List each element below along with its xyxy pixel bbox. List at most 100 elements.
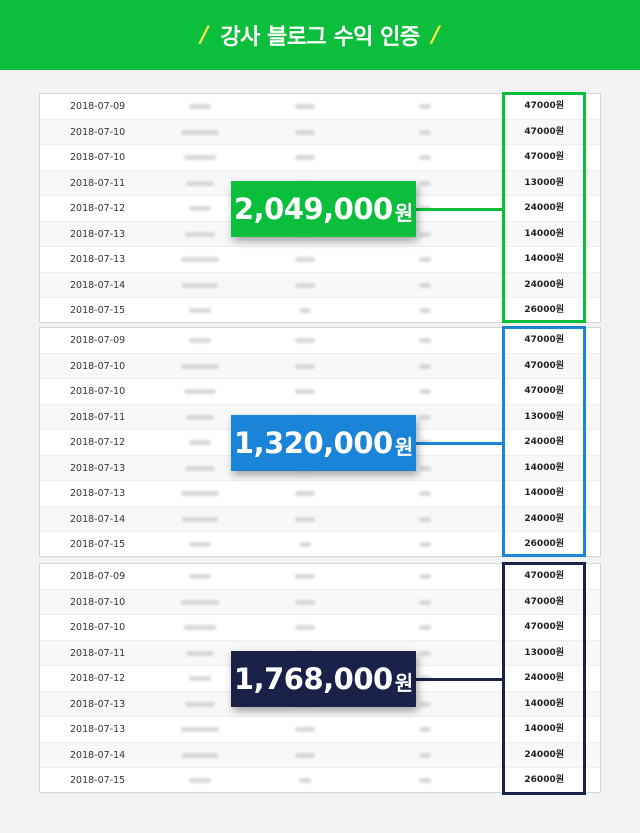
row-amount: 24000원: [524, 279, 564, 290]
row-date: 2018-07-10: [70, 152, 126, 163]
redacted-cell: [189, 338, 211, 343]
row-date: 2018-07-10: [70, 622, 126, 633]
row-date: 2018-07-10: [70, 360, 126, 372]
redacted-cell: [295, 363, 315, 369]
row-date: 2018-07-10: [70, 386, 126, 397]
redacted-cell: [419, 491, 431, 496]
total-amount: 1,768,000: [233, 662, 393, 696]
row-amount: 26000원: [524, 539, 564, 549]
total-badge: 1,320,000 원: [231, 415, 416, 471]
row-amount: 47000원: [524, 335, 564, 345]
redacted-cell: [295, 752, 315, 758]
row-date: 2018-07-15: [70, 305, 126, 316]
total-unit: 원: [394, 200, 414, 225]
redacted-cell: [295, 282, 315, 288]
redacted-cell: [419, 308, 431, 313]
redacted-cell: [295, 516, 315, 522]
redacted-cell: [189, 104, 211, 109]
redacted-cell: [189, 308, 211, 313]
redacted-cell: [299, 778, 311, 783]
redacted-cell: [295, 155, 315, 160]
row-date: 2018-07-10: [70, 126, 126, 138]
table-row: 2018-07-09 47000원: [40, 328, 600, 354]
row-amount: 47000원: [524, 152, 564, 162]
redacted-cell: [419, 574, 431, 579]
page-title: 강사 블로그 수익 인증: [220, 25, 420, 50]
redacted-cell: [419, 778, 431, 783]
row-amount: 24000원: [524, 673, 564, 683]
row-date: 2018-07-13: [70, 698, 126, 710]
redacted-cell: [181, 491, 219, 496]
row-amount: 24000원: [524, 437, 564, 447]
redacted-cell: [419, 231, 431, 237]
redacted-cell: [419, 599, 431, 605]
table-row: 2018-07-10 47000원: [40, 589, 600, 615]
total-amount: 2,049,000: [233, 192, 393, 226]
table-row: 2018-07-09 47000원: [40, 94, 600, 120]
row-date: 2018-07-12: [70, 437, 126, 448]
redacted-cell: [181, 727, 219, 732]
table-row: 2018-07-15 26000원: [40, 532, 600, 558]
row-date: 2018-07-13: [70, 724, 126, 735]
total-unit: 원: [394, 434, 414, 459]
row-amount: 14000원: [524, 254, 564, 264]
row-date: 2018-07-10: [70, 596, 126, 608]
redacted-cell: [185, 701, 215, 707]
redacted-cell: [186, 650, 214, 656]
redacted-cell: [186, 180, 214, 186]
amount-highlight-box: [502, 562, 586, 795]
table-row: 2018-07-15 26000원: [40, 768, 600, 794]
redacted-cell: [295, 338, 315, 343]
redacted-cell: [419, 338, 431, 343]
redacted-cell: [295, 599, 315, 605]
redacted-cell: [181, 599, 219, 605]
amount-highlight-box: [502, 326, 586, 557]
row-amount: 13000원: [524, 177, 564, 188]
table-row: 2018-07-15 26000원: [40, 298, 600, 324]
redacted-cell: [419, 282, 431, 288]
row-date: 2018-07-09: [70, 571, 126, 582]
row-amount: 26000원: [524, 305, 564, 315]
redacted-cell: [419, 516, 431, 522]
row-date: 2018-07-11: [70, 177, 126, 189]
row-amount: 47000원: [524, 571, 564, 581]
table-row: 2018-07-13 14000원: [40, 247, 600, 273]
row-amount: 47000원: [524, 622, 564, 632]
redacted-cell: [299, 542, 311, 547]
redacted-cell: [419, 129, 431, 135]
row-date: 2018-07-12: [70, 673, 126, 684]
row-date: 2018-07-13: [70, 488, 126, 499]
row-date: 2018-07-13: [70, 462, 126, 474]
table-row: 2018-07-14 24000원: [40, 742, 600, 768]
table-row: 2018-07-10 47000원: [40, 379, 600, 405]
redacted-cell: [295, 257, 315, 262]
redacted-cell: [295, 727, 315, 732]
row-date: 2018-07-11: [70, 647, 126, 659]
redacted-cell: [419, 414, 431, 420]
row-amount: 14000원: [524, 724, 564, 734]
table-row: 2018-07-13 14000원: [40, 481, 600, 507]
row-date: 2018-07-13: [70, 254, 126, 265]
total-unit: 원: [394, 670, 414, 695]
table-row: 2018-07-14 24000원: [40, 272, 600, 298]
row-date: 2018-07-11: [70, 411, 126, 423]
table-row: 2018-07-10 47000원: [40, 119, 600, 145]
row-amount: 26000원: [524, 775, 564, 785]
row-amount: 24000원: [524, 203, 564, 213]
redacted-cell: [419, 542, 431, 547]
redacted-cell: [185, 231, 215, 237]
redacted-cell: [181, 257, 219, 262]
table-row: 2018-07-10 47000원: [40, 615, 600, 641]
row-amount: 47000원: [524, 126, 564, 137]
redacted-cell: [182, 516, 218, 522]
redacted-cell: [419, 465, 431, 471]
total-badge: 1,768,000 원: [231, 651, 416, 707]
redacted-cell: [295, 104, 315, 109]
redacted-cell: [419, 389, 431, 394]
row-date: 2018-07-12: [70, 203, 126, 214]
row-amount: 14000원: [524, 488, 564, 498]
redacted-cell: [295, 625, 315, 630]
redacted-cell: [189, 574, 211, 579]
table-row: 2018-07-09 47000원: [40, 564, 600, 590]
redacted-cell: [186, 414, 214, 420]
